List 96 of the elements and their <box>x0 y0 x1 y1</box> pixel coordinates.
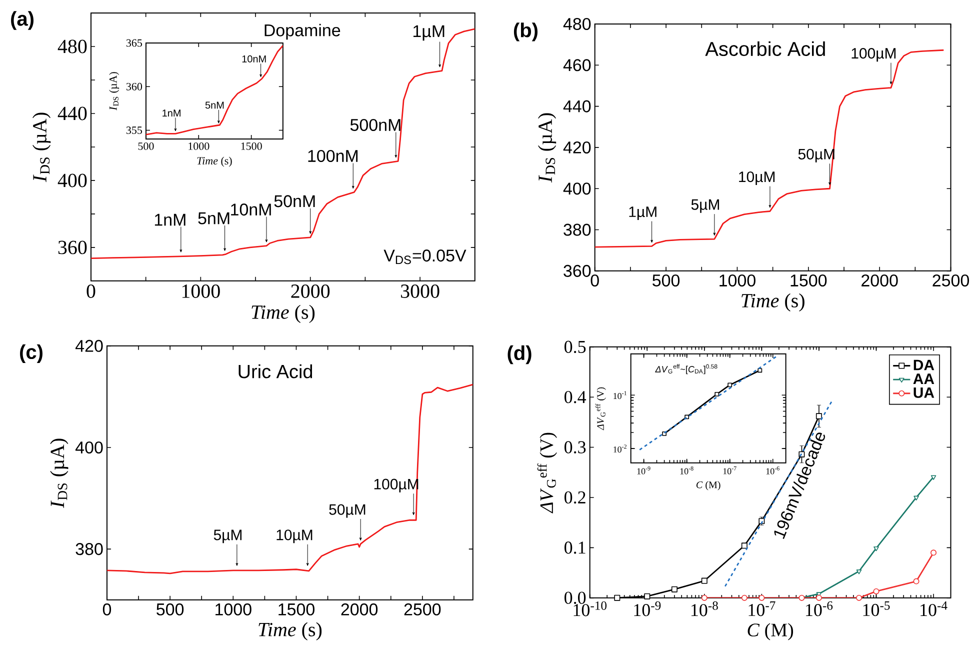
chart-title: (b) <box>514 22 538 42</box>
annotation: 50nM <box>274 195 315 208</box>
x-tick-label: 1500 <box>241 142 262 150</box>
annotation: 10nM <box>231 204 271 216</box>
x-tick-label: 2000 <box>862 274 898 287</box>
text: Ascorbic Acid <box>705 41 825 56</box>
annotation: 10µM <box>276 530 312 544</box>
y-tick-label: 360 <box>58 240 87 254</box>
chart-title: (d) <box>508 346 532 364</box>
y-tick-label: 380 <box>564 224 591 236</box>
annotation: 10nM <box>242 55 266 63</box>
y-tick-label: 0.2 <box>564 491 586 504</box>
x-axis-title: Time (s) <box>197 156 232 167</box>
point <box>758 368 762 373</box>
annotation: 5µM <box>691 199 719 213</box>
y-axis-title: ΔV$_{G}$$^{eff}$ (V) <box>537 432 557 514</box>
y-tick-label: 480 <box>58 40 87 54</box>
x-tick-label: 10$^{-9}$ <box>634 601 661 616</box>
x-tick-label: 10$^{-7}$ <box>723 466 736 474</box>
x-tick-label: 0 <box>102 603 112 616</box>
y-axis-title: I$_{DS}$ (µA) <box>50 438 68 508</box>
x-axis-title: Time (s) <box>258 622 322 640</box>
y-axis-title: I$_{DS}$ (µA) <box>32 112 51 182</box>
x-tick-label: 1500 <box>790 274 827 287</box>
x-tick-label: 10$^{-9}$ <box>637 466 650 474</box>
legend-label: UA <box>914 388 934 398</box>
x-tick-label: 10$^{-8}$ <box>680 466 694 474</box>
x-tick-label: 1000 <box>216 603 252 616</box>
x-tick-label: 3000 <box>401 284 440 298</box>
y-axis-title: ΔV$_{G}$$^{eff}$ (V) <box>595 387 606 430</box>
y-tick-label: 480 <box>563 18 591 30</box>
line-series <box>106 384 473 574</box>
chart-title: (c) <box>20 344 42 364</box>
annotation: V$_{DS}$=0.05V <box>384 250 466 264</box>
y-tick-label: 0.5 <box>564 340 586 354</box>
x-tick-label: 10$^{-5}$ <box>863 601 890 616</box>
annotation: 1µM <box>629 206 656 220</box>
y-tick-label: 400 <box>75 442 103 454</box>
annotation: 1nM <box>162 110 180 117</box>
x-tick-label: 500 <box>138 142 154 150</box>
annotation: ΔV$_{G}$$^{eff}$~[C$_{DA}$]$^{0.58}$ <box>655 364 718 374</box>
y-tick-label: 360 <box>564 264 591 278</box>
y-tick-label: 360 <box>126 82 142 90</box>
x-tick-label: 2000 <box>341 603 378 616</box>
annotation: 100nM <box>308 150 358 162</box>
x-axis-title: C (M) <box>748 623 794 640</box>
annotation: 5nM <box>198 212 230 224</box>
y-tick-label: 0.3 <box>564 441 586 454</box>
line-series <box>146 44 283 136</box>
x-tick-label: 10$^{-7}$ <box>748 601 776 616</box>
y-tick-label: 420 <box>75 340 103 352</box>
x-tick-label: 2500 <box>932 274 970 287</box>
x-tick-label: 2000 <box>291 284 330 298</box>
text: Dopamine <box>264 24 340 40</box>
x-axis-title: Time (s) <box>742 293 804 312</box>
x-tick-label: 1000 <box>720 274 756 287</box>
y-tick-label: 365 <box>126 39 142 47</box>
y-axis-title: I$_{DS}$ (µA) <box>109 72 120 110</box>
y-tick-label: 440 <box>563 100 591 112</box>
y-tick-label: 0.1 <box>564 542 586 554</box>
x-tick-label: 10$^{-6}$ <box>806 601 833 616</box>
y-tick-label: 0.4 <box>564 391 586 404</box>
y-tick-label: 400 <box>563 182 591 195</box>
annotation: 50µM <box>329 504 366 518</box>
y-tick-label: 380 <box>76 543 103 556</box>
y-axis-title: I$_{DS}$ (µA) <box>538 113 556 183</box>
x-tick-label: 1000 <box>182 284 220 298</box>
y-tick-label: 460 <box>563 59 591 72</box>
annotation: 1µM <box>413 25 444 41</box>
x-tick-label: 500 <box>652 274 680 287</box>
annotation: 1nM <box>154 214 186 226</box>
annotation: 500nM <box>350 119 400 132</box>
y-tick-label: 355 <box>126 126 142 134</box>
y-tick-label: 440 <box>58 106 87 120</box>
x-tick-label: 0 <box>590 274 599 287</box>
legend-label: DA <box>914 360 934 370</box>
x-axis-title: C (M) <box>696 481 720 490</box>
chart-title: (a) <box>11 11 34 30</box>
y-tick-label: 10$^{-1}$ <box>614 391 626 400</box>
x-tick-label: 10$^{-8}$ <box>691 601 718 616</box>
y-tick-label: 10$^{-2}$ <box>614 444 626 453</box>
x-axis-title: Time (s) <box>252 304 315 324</box>
y-tick-label: 420 <box>563 142 591 154</box>
x-tick-label: 500 <box>156 603 184 616</box>
annotation: 5nM <box>205 102 224 109</box>
x-tick-label: 1500 <box>278 603 314 616</box>
text: Uric Acid <box>238 364 312 378</box>
x-tick-label: 0 <box>86 284 96 298</box>
x-tick-label: 2500 <box>404 603 441 616</box>
x-tick-label: 1000 <box>188 142 210 150</box>
annotation: 10µM <box>739 172 775 186</box>
annotation: 5µM <box>214 530 242 544</box>
y-tick-label: 400 <box>58 174 87 188</box>
annotation: 100µM <box>852 48 896 62</box>
x-tick-label: 10$^{-4}$ <box>920 601 948 616</box>
legend-label: AA <box>913 374 934 384</box>
